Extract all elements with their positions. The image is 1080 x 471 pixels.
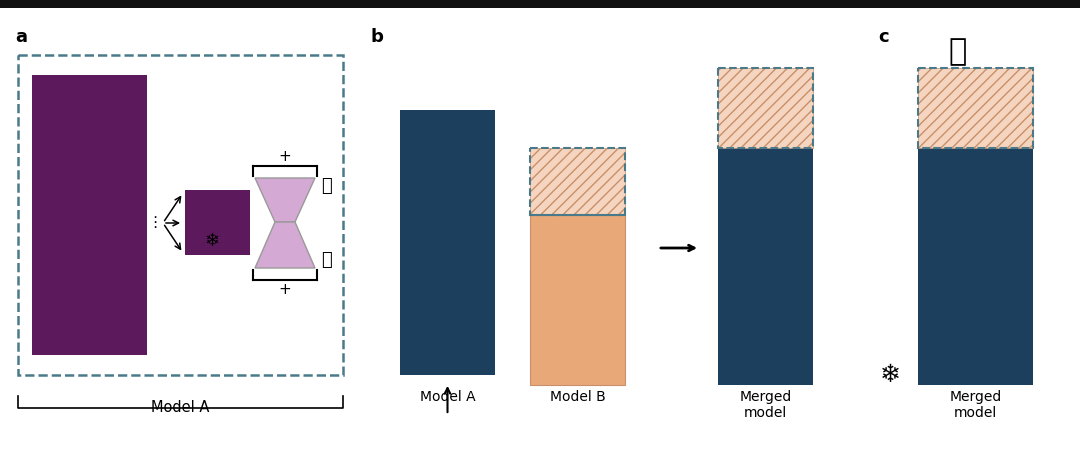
Bar [718, 68, 813, 148]
Text: b: b [370, 28, 383, 46]
Text: 🔥: 🔥 [321, 177, 332, 195]
Text: c: c [878, 28, 889, 46]
Bar [18, 55, 343, 375]
Bar [718, 68, 813, 148]
Bar [718, 148, 813, 385]
Text: +: + [279, 282, 292, 297]
Text: +: + [279, 149, 292, 164]
Polygon shape [255, 222, 315, 268]
Bar [918, 68, 1032, 148]
Bar [530, 215, 625, 385]
Text: 🔥: 🔥 [321, 251, 332, 269]
Bar [32, 75, 147, 355]
Bar [918, 148, 1032, 385]
Text: ❄️: ❄️ [205, 232, 220, 250]
Text: Model A: Model A [151, 400, 210, 415]
Text: Model A: Model A [420, 390, 475, 404]
Bar [185, 190, 249, 255]
Text: Merged
model: Merged model [949, 390, 1001, 420]
Text: Merged
model: Merged model [740, 390, 792, 420]
Text: 🔥: 🔥 [948, 37, 967, 66]
Bar [400, 110, 495, 375]
Bar [0, 0, 1080, 8]
Bar [530, 148, 625, 215]
Text: a: a [15, 28, 27, 46]
Text: ⋮: ⋮ [147, 216, 163, 230]
Text: ❄️: ❄️ [879, 363, 901, 387]
Bar [530, 148, 625, 215]
Polygon shape [255, 178, 315, 222]
Text: Model B: Model B [550, 390, 606, 404]
Bar [918, 68, 1032, 148]
